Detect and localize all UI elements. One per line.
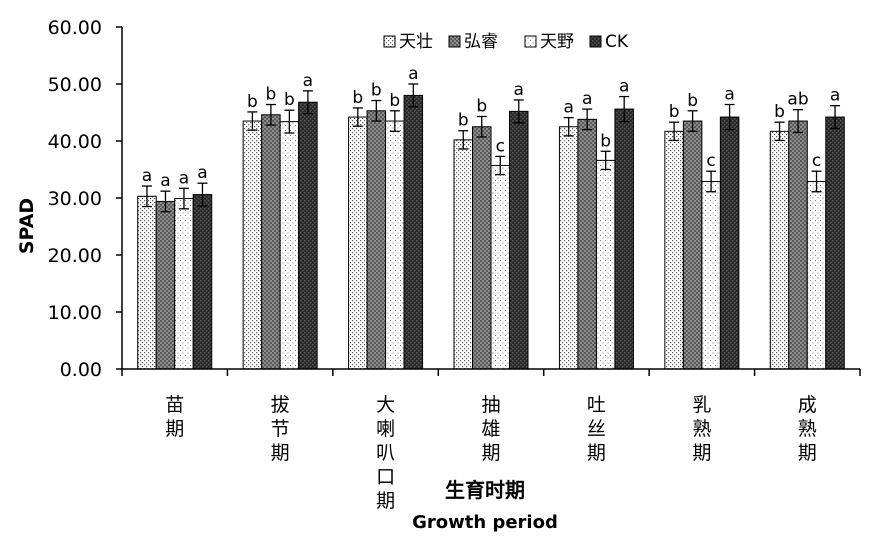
legend: 天壮 弘睿 天野 CK xyxy=(383,32,629,52)
bar xyxy=(385,120,405,370)
bar xyxy=(348,116,368,370)
legend-swatch xyxy=(383,35,396,48)
legend-label: 天壮 xyxy=(399,32,433,52)
legend-label: 天野 xyxy=(540,32,574,52)
significance-label: b xyxy=(284,90,295,110)
legend-swatch xyxy=(589,35,602,48)
y-tick-label: 20.00 xyxy=(48,245,102,267)
legend-label: CK xyxy=(605,32,629,52)
significance-label: c xyxy=(706,151,715,171)
significance-label: a xyxy=(160,171,170,191)
y-tick-label: 40.00 xyxy=(48,131,102,153)
bar xyxy=(472,126,492,370)
bar xyxy=(137,195,157,370)
x-axis-label-cn: 生育时期 xyxy=(445,478,525,502)
significance-label: b xyxy=(265,85,276,105)
y-tick-label: 30.00 xyxy=(48,188,102,210)
legend-label: 弘睿 xyxy=(464,32,498,52)
significance-label: b xyxy=(458,111,469,131)
significance-label: a xyxy=(619,77,629,97)
significance-label: b xyxy=(774,102,785,122)
bar xyxy=(825,116,845,370)
significance-label: a xyxy=(830,86,840,106)
x-category-label: 成熟期 xyxy=(798,394,817,464)
bar xyxy=(595,159,616,370)
bar xyxy=(279,121,300,370)
bar xyxy=(242,120,263,370)
legend-swatch xyxy=(448,35,461,48)
legend-swatch xyxy=(524,35,537,48)
bar xyxy=(614,108,634,370)
bar xyxy=(261,114,281,370)
significance-label: b xyxy=(669,102,680,122)
bar xyxy=(174,198,194,370)
y-tick-label: 10.00 xyxy=(48,302,102,324)
significance-label: b xyxy=(389,91,400,111)
y-tick-label: 0.00 xyxy=(60,359,102,381)
bar xyxy=(788,120,808,370)
significance-label: b xyxy=(247,92,258,112)
significance-label: a xyxy=(408,64,418,84)
bar xyxy=(682,120,703,370)
bar xyxy=(719,116,740,370)
significance-label: a xyxy=(179,168,189,188)
significance-label: a xyxy=(514,80,524,100)
bar xyxy=(558,126,579,370)
significance-label: a xyxy=(582,89,592,109)
bar xyxy=(298,101,318,370)
significance-label: a xyxy=(142,166,152,186)
bar xyxy=(192,194,213,370)
x-axis: 苗期 拔节期 大喇叭口期 抽雄期 吐丝期 乳熟期 成熟期 xyxy=(121,368,861,512)
y-tick-label: 50.00 xyxy=(48,74,102,96)
bar xyxy=(769,130,790,370)
significance-label: ab xyxy=(787,90,808,110)
bar xyxy=(664,130,684,370)
significance-label: a xyxy=(197,163,207,183)
bar xyxy=(577,118,597,370)
bar xyxy=(806,180,827,370)
significance-label: a xyxy=(724,85,734,105)
significance-label: b xyxy=(352,88,363,108)
x-category-label: 吐丝期 xyxy=(587,394,606,464)
x-category-label: 抽雄期 xyxy=(481,394,500,464)
bar xyxy=(403,94,424,370)
y-axis: 0.00 10.00 20.00 30.00 40.00 50.00 60.00 xyxy=(48,17,123,381)
x-axis-label-en: Growth period xyxy=(412,512,558,533)
bar xyxy=(366,110,387,370)
bar xyxy=(453,139,473,370)
x-category-label: 拔节期 xyxy=(271,394,290,464)
significance-label: b xyxy=(687,91,698,111)
y-tick-label: 60.00 xyxy=(48,17,102,39)
significance-label: b xyxy=(600,131,611,151)
x-category-label: 大喇叭口期 xyxy=(376,394,395,512)
bar xyxy=(701,180,721,370)
x-category-label: 苗期 xyxy=(165,394,184,440)
y-axis-label: SPAD xyxy=(16,198,38,254)
significance-label: a xyxy=(563,98,573,118)
x-category-label: 乳熟期 xyxy=(692,394,711,464)
significance-label: c xyxy=(812,151,821,171)
significance-label: b xyxy=(371,81,382,101)
significance-label: c xyxy=(496,136,505,156)
bar xyxy=(509,110,529,370)
significance-label: b xyxy=(476,96,487,116)
bar xyxy=(490,165,510,370)
bar xyxy=(155,200,176,370)
significance-label: a xyxy=(303,71,313,91)
